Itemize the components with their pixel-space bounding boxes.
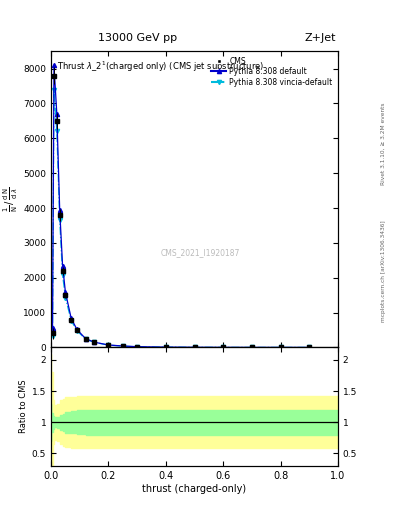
Pythia 8.308 vincia-default — [75, 328, 79, 334]
Pythia 8.308 default — [163, 344, 168, 350]
Pythia 8.308 vincia-default — [221, 344, 226, 350]
Pythia 8.308 default — [92, 339, 97, 345]
Pythia 8.308 vincia-default — [250, 345, 254, 351]
Pythia 8.308 vincia-default — [69, 317, 73, 324]
Pythia 8.308 vincia-default — [60, 272, 65, 278]
Line: Pythia 8.308 vincia-default: Pythia 8.308 vincia-default — [50, 88, 311, 350]
Pythia 8.308 default — [106, 342, 111, 348]
Pythia 8.308 vincia-default — [50, 333, 55, 339]
Pythia 8.308 default — [51, 62, 56, 68]
Pythia 8.308 default — [192, 344, 197, 350]
Pythia 8.308 vincia-default — [106, 342, 111, 348]
Pythia 8.308 default — [221, 344, 226, 350]
Text: 13000 GeV pp: 13000 GeV pp — [98, 33, 177, 44]
Pythia 8.308 default — [50, 325, 55, 331]
Pythia 8.308 default — [60, 263, 65, 269]
Pythia 8.308 default — [69, 315, 73, 321]
Text: CMS_2021_I1920187: CMS_2021_I1920187 — [161, 248, 240, 257]
Pythia 8.308 default — [75, 327, 79, 333]
Pythia 8.308 default — [55, 111, 59, 117]
Pythia 8.308 vincia-default — [57, 217, 62, 223]
Y-axis label: $\frac{1}{\mathrm{N}}\,/\,\frac{\mathrm{d}\,\mathrm{N}}{\mathrm{d}\,\lambda}$: $\frac{1}{\mathrm{N}}\,/\,\frac{\mathrm{… — [2, 187, 20, 212]
Pythia 8.308 default — [57, 207, 62, 213]
Text: Rivet 3.1.10, ≥ 3.2M events: Rivet 3.1.10, ≥ 3.2M events — [381, 102, 386, 185]
Pythia 8.308 default — [135, 344, 140, 350]
Pythia 8.308 vincia-default — [63, 294, 68, 301]
Pythia 8.308 vincia-default — [135, 344, 140, 350]
Pythia 8.308 default — [63, 289, 68, 295]
Y-axis label: Ratio to CMS: Ratio to CMS — [19, 380, 28, 434]
Pythia 8.308 default — [250, 344, 254, 350]
Pythia 8.308 vincia-default — [55, 129, 59, 135]
Pythia 8.308 vincia-default — [92, 339, 97, 346]
X-axis label: thrust (charged-only): thrust (charged-only) — [143, 483, 246, 494]
Pythia 8.308 default — [120, 343, 125, 349]
Legend: CMS, Pythia 8.308 default, Pythia 8.308 vincia-default: CMS, Pythia 8.308 default, Pythia 8.308 … — [209, 55, 334, 88]
Pythia 8.308 vincia-default — [51, 87, 56, 93]
Text: Z+Jet: Z+Jet — [305, 33, 336, 44]
Pythia 8.308 vincia-default — [307, 345, 312, 351]
Pythia 8.308 default — [278, 345, 283, 351]
Pythia 8.308 vincia-default — [83, 336, 88, 342]
Line: Pythia 8.308 default: Pythia 8.308 default — [50, 63, 311, 350]
Pythia 8.308 default — [83, 335, 88, 342]
Pythia 8.308 default — [307, 345, 312, 351]
Pythia 8.308 vincia-default — [163, 344, 168, 350]
Text: Thrust $\lambda$_2$^{1}$(charged only) (CMS jet substructure): Thrust $\lambda$_2$^{1}$(charged only) (… — [57, 60, 264, 74]
Pythia 8.308 vincia-default — [192, 344, 197, 350]
Pythia 8.308 vincia-default — [120, 343, 125, 349]
Pythia 8.308 vincia-default — [278, 345, 283, 351]
Text: mcplots.cern.ch [arXiv:1306.3436]: mcplots.cern.ch [arXiv:1306.3436] — [381, 221, 386, 322]
